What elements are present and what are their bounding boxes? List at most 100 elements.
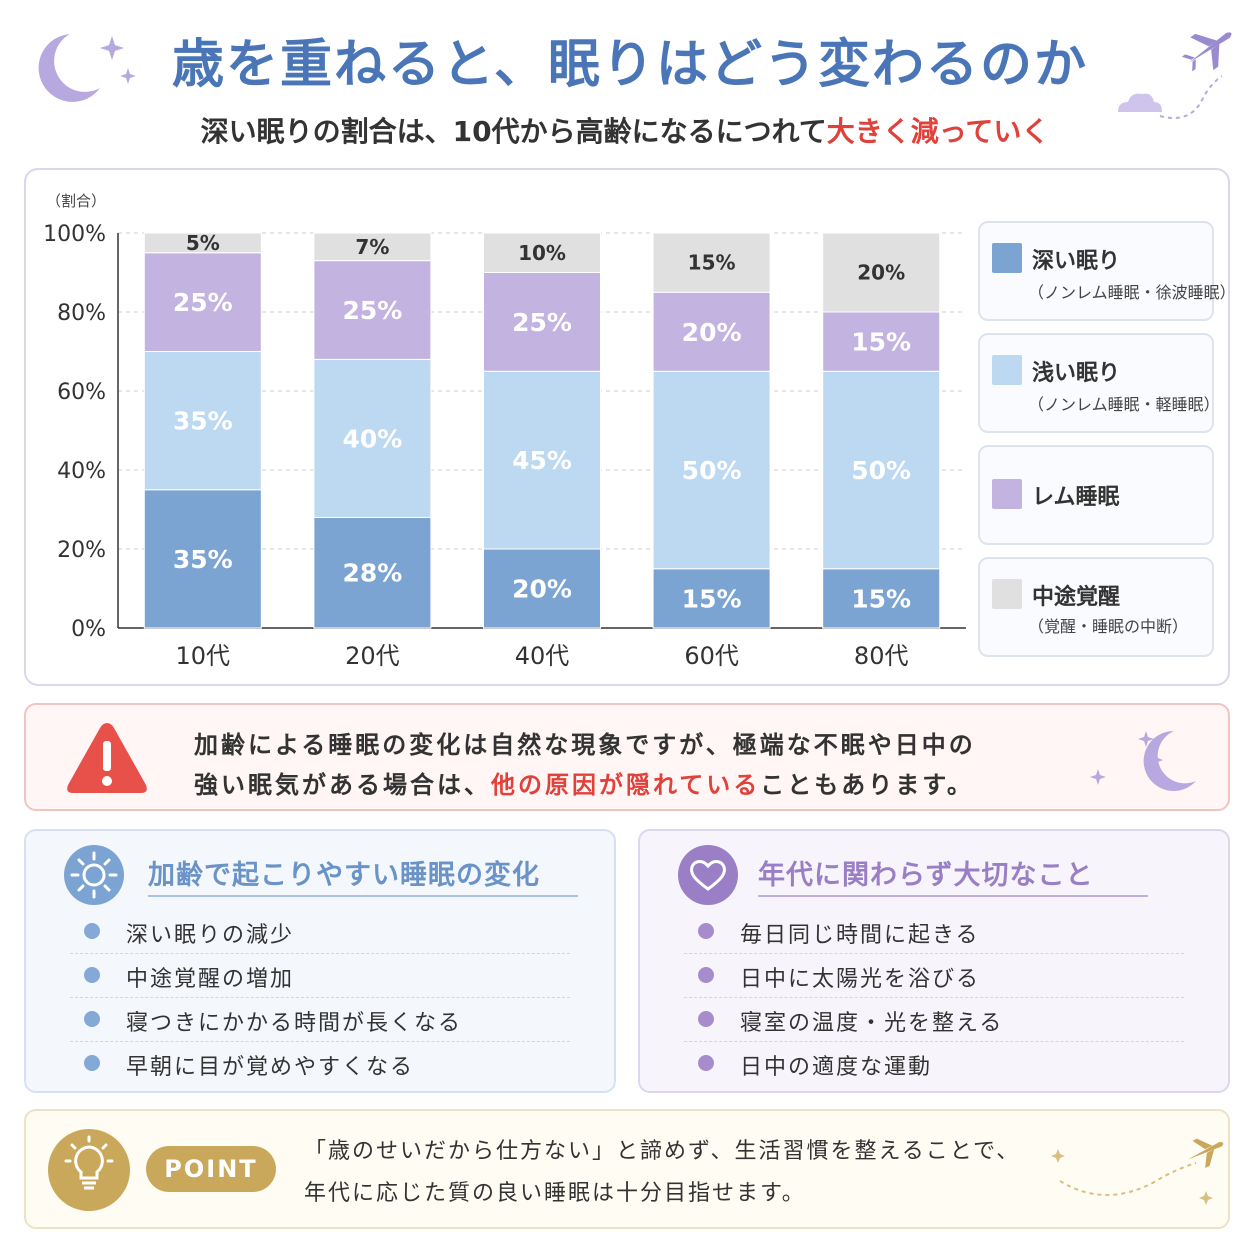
data-label: 25% xyxy=(173,288,233,317)
warning-line-1: 加齢による睡眠の変化は自然な現象ですが、極端な不眠や日中の xyxy=(194,731,976,759)
bullet xyxy=(698,1055,714,1071)
bar-segment xyxy=(652,568,771,629)
page-subtitle: 深い眠りの割合は、10代から高齢になるにつれて大きく減っていく xyxy=(200,115,1050,148)
legend-sub: （覚醒・睡眠の中断） xyxy=(1028,617,1189,636)
legend-swatch-rem xyxy=(992,479,1022,509)
bar-segment xyxy=(483,232,601,273)
lightbulb-icon xyxy=(48,1129,130,1211)
list-item: 日中に太陽光を浴びる xyxy=(640,955,1228,999)
data-label: 7% xyxy=(355,235,389,259)
cloud-icon xyxy=(1118,93,1162,112)
bar-segment xyxy=(652,291,771,372)
data-label: 20% xyxy=(857,261,905,285)
point-box: POINT 「歳のせいだから仕方ない」と諦めず、生活習慣を整えることで、 年代に… xyxy=(24,1109,1230,1229)
data-label: 15% xyxy=(851,328,911,357)
changes-underline xyxy=(148,895,578,897)
important-card: 年代に関わらず大切なこと 毎日同じ時間に起きる 日中に太陽光を浴びる 寝室の温度… xyxy=(638,829,1230,1093)
bar-segment xyxy=(313,358,432,518)
warning-box: 加齢による睡眠の変化は自然な現象ですが、極端な不眠や日中の 強い眠気がある場合は… xyxy=(24,703,1230,811)
airplane-icon xyxy=(1051,1138,1224,1205)
point-line-1: 「歳のせいだから仕方ない」と諦めず、生活習慣を整えることで、 xyxy=(304,1139,1021,1164)
data-label: 15% xyxy=(688,251,736,275)
list-item: 中途覚醒の増加 xyxy=(26,955,614,999)
y-axis-label: （割合） xyxy=(46,192,106,210)
data-label: 45% xyxy=(512,446,572,475)
legend-swatch-deep xyxy=(992,243,1022,273)
data-label: 35% xyxy=(173,407,233,436)
list-item: 寝室の温度・光を整える xyxy=(640,999,1228,1043)
data-label: 50% xyxy=(682,456,742,485)
legend-item-deep: 深い眠り （ノンレム睡眠・徐波睡眠） xyxy=(978,221,1236,321)
airplane-icon xyxy=(1118,32,1232,119)
data-label: 25% xyxy=(342,296,402,325)
important-underline xyxy=(758,895,1148,897)
x-tick-label: 20代 xyxy=(345,642,400,670)
bar-segment xyxy=(822,568,941,629)
y-tick-label: 80% xyxy=(57,301,106,326)
warning-icon xyxy=(67,723,147,793)
data-label: 20% xyxy=(682,318,742,347)
list-item: 日中の適度な運動 xyxy=(640,1043,1228,1087)
bullet xyxy=(84,967,100,983)
data-label: 15% xyxy=(851,584,911,613)
data-label: 35% xyxy=(173,545,233,574)
y-tick-label: 100% xyxy=(43,222,106,247)
bar-segment xyxy=(822,232,941,313)
warning-line-2: 強い眠気がある場合は、他の原因が隠れていることもあります。 xyxy=(194,771,974,799)
x-tick-label: 10代 xyxy=(176,642,231,670)
legend-sub: （ノンレム睡眠・軽睡眠） xyxy=(1028,395,1220,414)
bullet xyxy=(698,923,714,939)
bullet xyxy=(84,1011,100,1027)
stacked-bar-chart: （割合） 0% 20% 40% 60% 80% 100% 35% 35% 25% 5% 10代 28% 4… xyxy=(43,192,966,670)
legend-label: 深い眠り xyxy=(1032,249,1121,274)
legend-label: 浅い眠り xyxy=(1032,361,1121,386)
data-label: 50% xyxy=(851,456,911,485)
legend-label: 中途覚醒 xyxy=(1032,585,1121,610)
bar-segment xyxy=(143,489,262,629)
sun-icon xyxy=(64,845,124,905)
list-item: 毎日同じ時間に起きる xyxy=(640,911,1228,955)
bar-segment xyxy=(652,370,771,570)
bullet xyxy=(698,1011,714,1027)
legend-item-wake: 中途覚醒 （覚醒・睡眠の中断） xyxy=(978,557,1214,657)
bar-segment xyxy=(313,232,432,262)
moon-icon xyxy=(1090,730,1196,791)
legend-sub: （ノンレム睡眠・徐波睡眠） xyxy=(1028,283,1236,302)
data-label: 5% xyxy=(186,231,220,255)
important-title: 年代に関わらず大切なこと xyxy=(758,860,1094,891)
legend-swatch-light xyxy=(992,355,1022,385)
data-label: 28% xyxy=(342,559,402,588)
legend-item-light: 浅い眠り （ノンレム睡眠・軽睡眠） xyxy=(978,333,1220,433)
bar-segment xyxy=(143,252,262,352)
y-tick-label: 0% xyxy=(71,617,106,642)
bar-segment xyxy=(822,370,941,570)
point-line-2: 年代に応じた質の良い睡眠は十分目指せます。 xyxy=(304,1181,806,1206)
data-label: 25% xyxy=(512,308,572,337)
warning-highlight: 他の原因が隠れている xyxy=(491,771,761,799)
heart-icon xyxy=(678,845,738,905)
list-item: 早朝に目が覚めやすくなる xyxy=(26,1043,614,1087)
bar-segment xyxy=(143,351,262,491)
moon-icon xyxy=(38,34,136,102)
bar-segment xyxy=(822,311,941,372)
page-title: 歳を重ねると、眠りはどう変わるのか xyxy=(172,35,1088,95)
bullet xyxy=(84,923,100,939)
x-tick-label: 40代 xyxy=(515,642,570,670)
bar-segment xyxy=(313,516,432,629)
data-label: 10% xyxy=(518,241,566,265)
y-tick-label: 20% xyxy=(57,538,106,563)
bar-segment xyxy=(313,260,432,360)
bullet xyxy=(698,967,714,983)
list-item: 深い眠りの減少 xyxy=(26,911,614,955)
list-item: 寝つきにかかる時間が長くなる xyxy=(26,999,614,1043)
bar-segment xyxy=(143,232,262,254)
bullet xyxy=(84,1055,100,1071)
legend-label: レム睡眠 xyxy=(1032,485,1120,510)
legend-swatch-wake xyxy=(992,579,1022,609)
subtitle-highlight: 大きく減っていく xyxy=(826,115,1050,148)
x-tick-label: 80代 xyxy=(854,642,909,670)
data-label: 15% xyxy=(682,584,742,613)
changes-title: 加齢で起こりやすい睡眠の変化 xyxy=(148,860,540,891)
changes-card: 加齢で起こりやすい睡眠の変化 深い眠りの減少 中途覚醒の増加 寝つきにかかる時間… xyxy=(24,829,616,1093)
legend-item-rem: レム睡眠 xyxy=(978,445,1214,545)
